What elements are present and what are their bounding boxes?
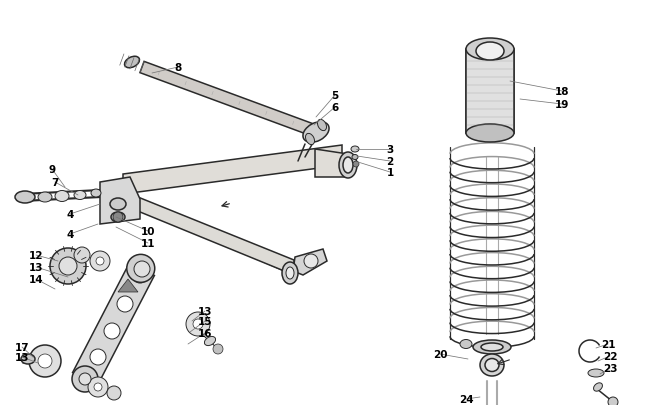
Polygon shape (118, 279, 138, 292)
Text: 20: 20 (433, 349, 447, 359)
Circle shape (90, 252, 110, 271)
Text: 15: 15 (198, 316, 213, 326)
Ellipse shape (351, 147, 359, 153)
Polygon shape (293, 249, 327, 275)
Circle shape (29, 345, 61, 377)
Text: 13: 13 (198, 306, 213, 316)
Ellipse shape (480, 354, 504, 376)
Ellipse shape (343, 158, 353, 174)
Ellipse shape (473, 340, 511, 354)
Circle shape (72, 366, 98, 392)
Text: 1: 1 (386, 168, 394, 177)
Text: 14: 14 (29, 274, 44, 284)
Ellipse shape (593, 383, 603, 391)
Circle shape (90, 349, 106, 365)
Ellipse shape (205, 337, 216, 346)
Ellipse shape (352, 155, 358, 160)
Circle shape (193, 319, 203, 329)
Polygon shape (123, 146, 342, 194)
Circle shape (134, 261, 150, 277)
Ellipse shape (127, 255, 155, 283)
Circle shape (79, 373, 91, 385)
Circle shape (59, 257, 77, 275)
Circle shape (113, 213, 123, 222)
Ellipse shape (303, 122, 329, 143)
Polygon shape (140, 62, 312, 135)
Ellipse shape (55, 191, 69, 202)
Text: 2: 2 (386, 157, 394, 166)
Text: 13: 13 (15, 352, 29, 362)
Text: 21: 21 (601, 339, 616, 349)
Text: 18: 18 (554, 87, 569, 97)
Ellipse shape (588, 369, 604, 377)
Circle shape (88, 377, 108, 397)
Text: 10: 10 (141, 226, 155, 237)
Text: 3: 3 (386, 145, 394, 155)
Ellipse shape (74, 191, 86, 200)
Text: 19: 19 (555, 100, 569, 110)
Ellipse shape (466, 125, 514, 143)
Circle shape (213, 344, 223, 354)
Circle shape (117, 296, 133, 312)
Ellipse shape (466, 39, 514, 61)
Polygon shape (466, 50, 514, 134)
Ellipse shape (485, 358, 499, 371)
Text: 11: 11 (141, 239, 155, 248)
Circle shape (50, 248, 86, 284)
Text: 8: 8 (174, 63, 181, 73)
Ellipse shape (460, 340, 472, 349)
Ellipse shape (91, 190, 101, 198)
Polygon shape (315, 149, 348, 177)
Circle shape (74, 247, 90, 263)
Circle shape (132, 267, 148, 284)
Ellipse shape (282, 262, 298, 284)
Text: 16: 16 (198, 328, 213, 338)
Text: 22: 22 (603, 351, 618, 361)
Text: 9: 9 (49, 164, 55, 175)
Ellipse shape (21, 354, 35, 364)
Text: 4: 4 (66, 230, 73, 239)
Ellipse shape (481, 343, 503, 351)
Text: 7: 7 (51, 177, 58, 188)
Ellipse shape (125, 57, 140, 68)
Circle shape (107, 386, 121, 400)
Text: 6: 6 (332, 103, 339, 113)
Polygon shape (73, 263, 155, 386)
Polygon shape (100, 177, 140, 224)
Ellipse shape (317, 120, 326, 131)
Text: 13: 13 (29, 262, 44, 272)
Ellipse shape (306, 134, 315, 145)
Ellipse shape (476, 43, 504, 61)
Text: 23: 23 (603, 363, 618, 373)
Circle shape (186, 312, 210, 336)
Text: 4: 4 (66, 209, 73, 220)
Text: 24: 24 (459, 394, 473, 404)
Ellipse shape (286, 267, 294, 279)
Circle shape (38, 354, 52, 368)
Ellipse shape (110, 198, 126, 211)
Circle shape (304, 254, 318, 269)
Ellipse shape (38, 192, 52, 202)
Circle shape (96, 257, 104, 265)
Circle shape (104, 323, 120, 339)
Ellipse shape (339, 153, 357, 179)
Polygon shape (123, 192, 294, 275)
Ellipse shape (111, 213, 125, 222)
Text: 17: 17 (15, 342, 29, 352)
Circle shape (608, 397, 618, 405)
Circle shape (353, 162, 359, 168)
Circle shape (94, 383, 102, 391)
Text: 12: 12 (29, 250, 44, 260)
Text: 5: 5 (332, 91, 339, 101)
Ellipse shape (15, 192, 35, 203)
